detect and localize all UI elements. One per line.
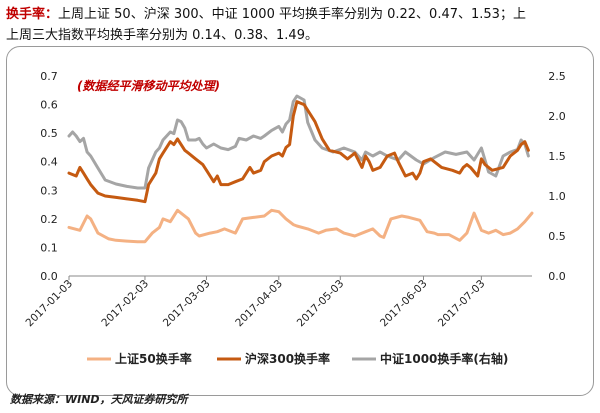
zz1000-series-line: [67, 94, 530, 190]
x-axis-tick-label: 2017-06-03: [378, 278, 430, 330]
x-axis-tick-label: 2017-05-03: [295, 278, 347, 330]
legend-sz50-label: 上证50换手率: [115, 351, 192, 366]
right-axis-tick-label: 1.0: [548, 190, 566, 203]
right-axis-tick-label: 1.5: [548, 150, 566, 163]
sz50-series-line: [67, 208, 534, 244]
chart-note: (数据经平滑移动平均处理): [77, 79, 220, 93]
legend-zz1000-label: 中证1000换手率(右轴): [380, 351, 508, 366]
source-note: 数据来源：WIND，天风证券研究所: [10, 393, 188, 406]
x-axis-tick-label: 2017-02-03: [99, 278, 151, 330]
header-text-1: 上周上证 50、沪深 300、中证 1000 平均换手率分别为 0.22、0.4…: [58, 7, 526, 22]
left-axis-tick-label: 0.5: [40, 127, 58, 140]
right-axis-tick-label: 2.5: [548, 70, 566, 83]
left-axis-tick-label: 0.3: [40, 184, 58, 197]
left-axis-tick-label: 0.2: [40, 213, 58, 226]
right-axis-tick-label: 0.5: [548, 230, 566, 243]
right-axis-tick-label: 2.0: [548, 110, 566, 123]
x-axis-tick-label: 2017-04-03: [233, 278, 285, 330]
hs300-series-line: [67, 100, 530, 204]
left-axis-tick-label: 0.7: [40, 70, 58, 83]
right-axis-tick-label: 0.0: [548, 270, 566, 283]
left-axis-tick-label: 0.0: [40, 270, 58, 283]
turnover-chart: (数据经平滑移动平均处理) 0.0 0.1 0.2 0.3 0.4 0.5 0.6 0.7 0.0…: [23, 70, 566, 366]
chart-panel: (数据经平滑移动平均处理) 0.0 0.1 0.2 0.3 0.4 0.5 0.6 0.7 0.0…: [6, 46, 594, 396]
x-axis-tick-label: 2017-03-03: [161, 278, 213, 330]
header: 换手率：上周上证 50、沪深 300、中证 1000 平均换手率分别为 0.22…: [6, 4, 594, 46]
x-axis-tick-label: 2017-01-03: [23, 278, 75, 330]
header-key: 换手率：: [6, 7, 59, 22]
header-line-2: 上周三大指数平均换手率分别为 0.14、0.38、1.49。: [6, 28, 318, 43]
legend-hs300-label: 沪深300换手率: [245, 351, 330, 366]
left-axis-tick-label: 0.6: [40, 99, 58, 112]
header-line-1: 换手率：上周上证 50、沪深 300、中证 1000 平均换手率分别为 0.22…: [6, 4, 594, 25]
x-axis-tick-label: 2017-07-03: [436, 278, 488, 330]
left-axis-tick-label: 0.1: [40, 241, 58, 254]
left-axis-tick-label: 0.4: [40, 156, 58, 169]
